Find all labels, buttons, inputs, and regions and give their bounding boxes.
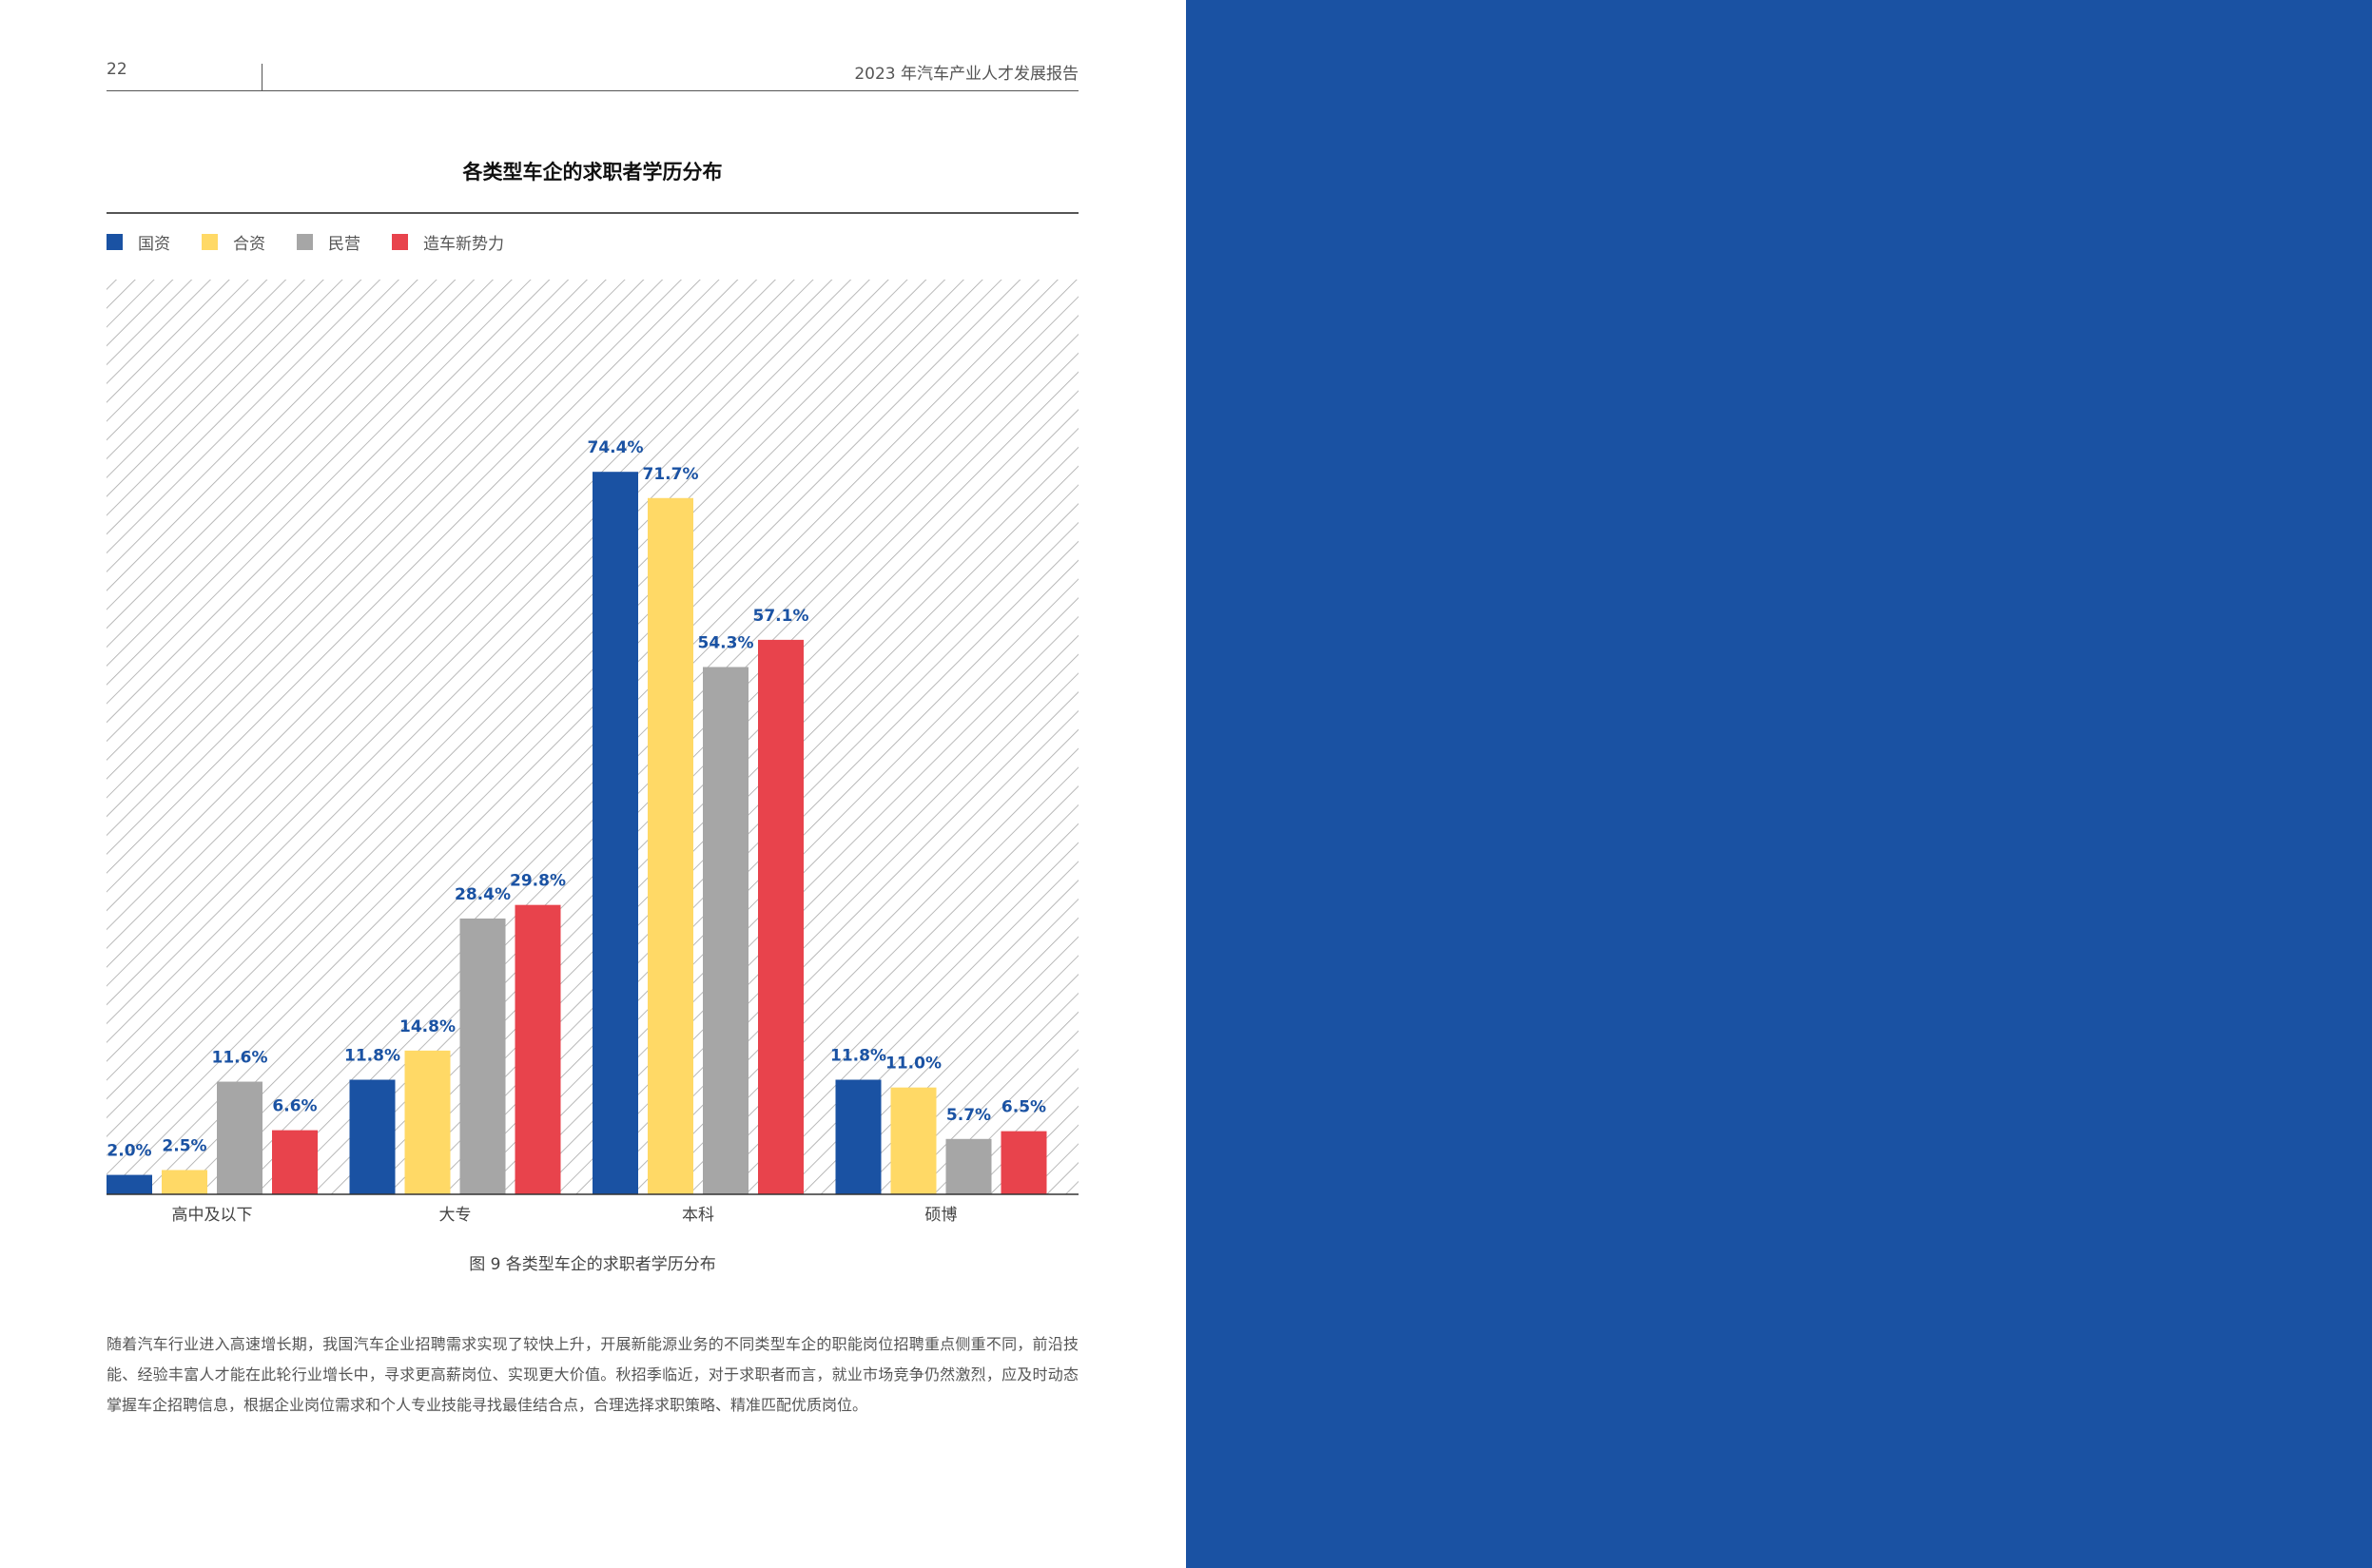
bar-3-1 [515, 904, 561, 1194]
x-tick-label-0: 高中及以下 [172, 1206, 253, 1225]
legend-swatch-state-owned [107, 233, 123, 250]
legend-item-joint-venture: 合资 [202, 230, 265, 254]
data-label-3-3: 6.5% [1001, 1098, 1046, 1117]
bar-3-0 [272, 1130, 318, 1194]
legend-label-joint-venture: 合资 [233, 234, 265, 254]
bar-1-3 [890, 1087, 937, 1194]
legend-label-state-owned: 国资 [138, 234, 170, 254]
data-label-1-1: 14.8% [399, 1017, 456, 1036]
bar-0-3 [835, 1079, 882, 1194]
data-label-0-0: 2.0% [107, 1142, 151, 1161]
x-tick-label-2: 本科 [682, 1206, 714, 1225]
data-label-1-3: 11.0% [885, 1055, 942, 1074]
legend-item-private: 民营 [297, 230, 360, 254]
x-tick-label-3: 硕博 [925, 1206, 958, 1225]
data-label-2-0: 11.6% [212, 1049, 268, 1068]
legend-swatch-joint-venture [202, 233, 218, 250]
legend-label-private: 民营 [328, 234, 360, 254]
x-tick-label-1: 大专 [439, 1206, 472, 1225]
bar-2-0 [217, 1081, 262, 1194]
report-running-title: 2023 年汽车产业人才发展报告 [854, 65, 1079, 84]
bar-2-2 [703, 667, 749, 1194]
data-label-1-0: 2.5% [162, 1136, 206, 1155]
data-label-3-2: 57.1% [753, 607, 809, 626]
bar-0-2 [593, 472, 638, 1194]
chart-title: 各类型车企的求职者学历分布 [462, 161, 723, 184]
report-page-left: 22 2023 年汽车产业人才发展报告 各类型车企的求职者学历分布 国资 合资 … [107, 60, 1079, 1414]
bar-0-1 [349, 1079, 396, 1194]
data-label-3-0: 6.6% [272, 1097, 317, 1116]
bar-3-2 [758, 639, 804, 1194]
bar-1-0 [162, 1170, 207, 1194]
chart-bars: 2.0% 2.5% 11.6% 6.6% 11.8% 14.8% 28.4%29.8% 74.… [107, 438, 1047, 1194]
chart-title-rule [107, 212, 1079, 214]
data-label-2-1: 28.4% [455, 885, 511, 904]
legend-swatch-new-force [392, 233, 408, 250]
legend-label-new-force: 造车新势力 [423, 234, 504, 254]
data-label-3-1: 29.8% [510, 872, 566, 891]
data-label-0-1: 11.8% [344, 1046, 400, 1065]
page-number: 22 [107, 60, 127, 79]
legend-item-state-owned: 国资 [107, 230, 170, 254]
bar-3-3 [1001, 1131, 1047, 1194]
data-label-2-3: 5.7% [946, 1106, 991, 1125]
data-label-0-3: 11.8% [830, 1046, 886, 1065]
figure-caption: 图 9 各类型车企的求职者学历分布 [469, 1255, 716, 1274]
x-axis-tick-labels: 高中及以下 大专 本科 硕博 [172, 1206, 958, 1225]
legend-item-new-force: 造车新势力 [392, 230, 504, 254]
bar-2-3 [945, 1138, 992, 1194]
legend-swatch-private [297, 233, 313, 250]
chart-legend: 国资 合资 民营 造车新势力 [107, 230, 535, 254]
data-label-2-2: 54.3% [698, 633, 754, 652]
bar-1-1 [404, 1050, 451, 1194]
body-paragraph: 随着汽车行业进入高速增长期，我国汽车企业招聘需求实现了较快上升，开展新能源业务的… [107, 1335, 1079, 1414]
data-label-0-2: 74.4% [588, 438, 644, 457]
bar-0-0 [107, 1174, 152, 1194]
blue-panel-page-right [1186, 0, 2372, 1568]
bar-chart: 2.0% 2.5% 11.6% 6.6% 11.8% 14.8% 28.4%29.8% 74.… [107, 280, 1079, 1225]
bar-1-2 [648, 497, 693, 1194]
bar-2-1 [459, 918, 506, 1194]
data-label-1-2: 71.7% [643, 465, 699, 484]
header-rule [107, 90, 1079, 91]
